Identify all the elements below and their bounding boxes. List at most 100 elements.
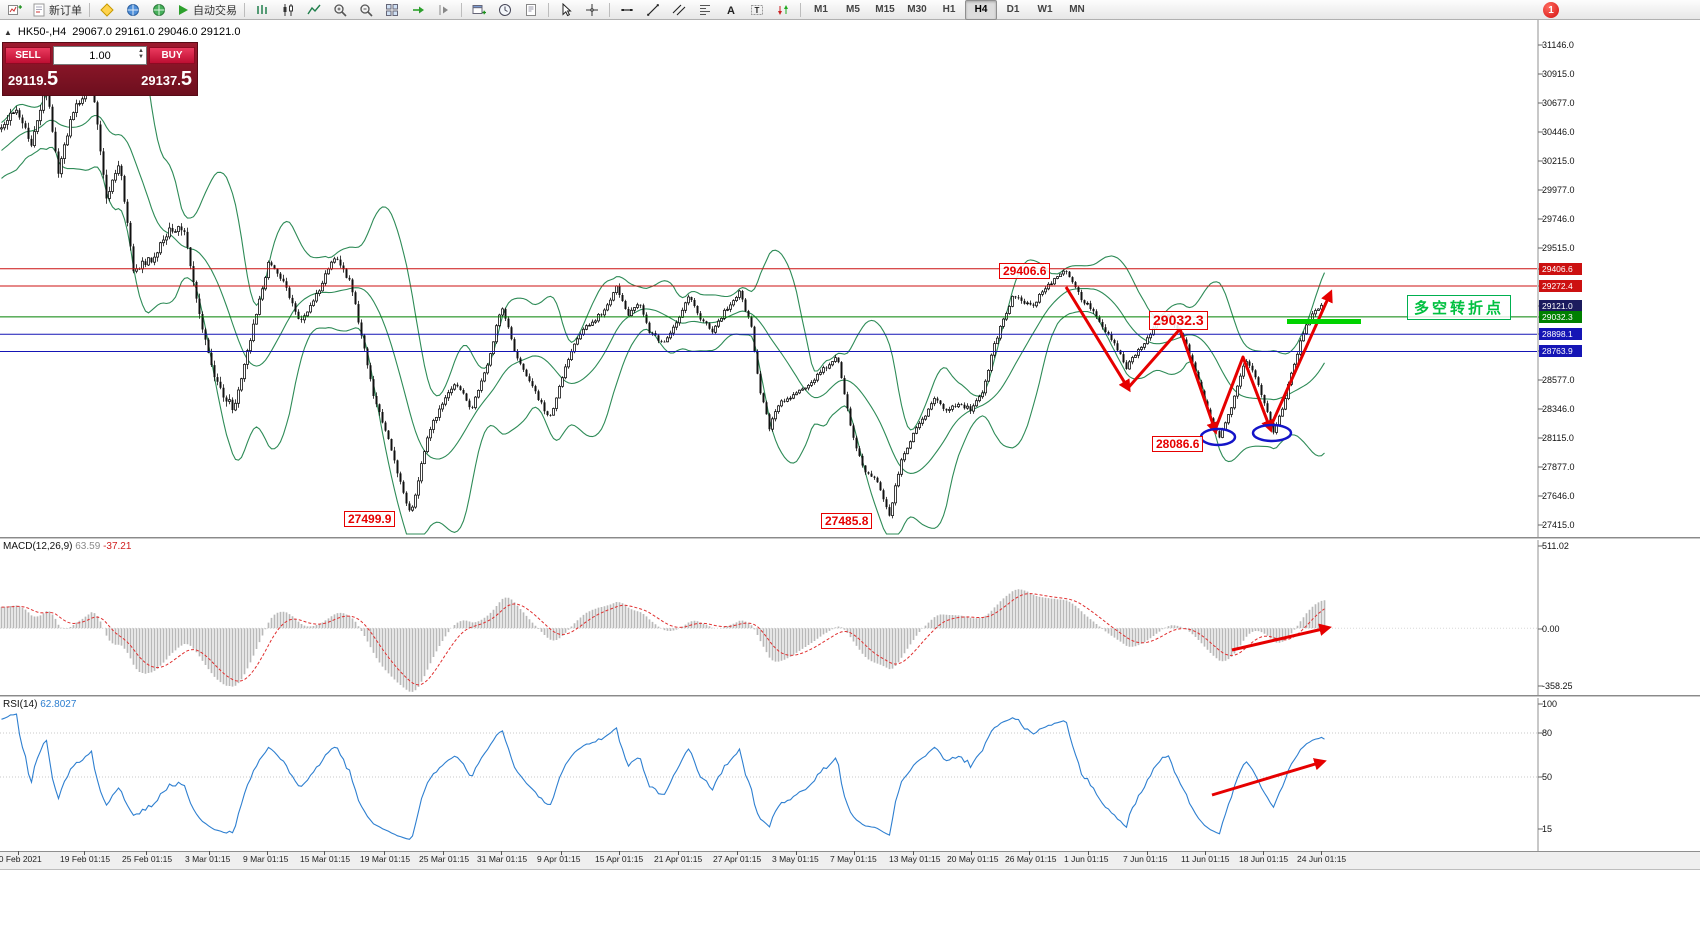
new-chart-button[interactable] bbox=[2, 0, 28, 20]
timeframe-m5-button[interactable]: M5 bbox=[846, 4, 860, 15]
buy-button[interactable]: BUY bbox=[149, 47, 195, 64]
price-axis-label: 30446.0 bbox=[1542, 127, 1575, 137]
bollinger-lower-band bbox=[1, 146, 1325, 535]
timeframe-m1-button[interactable]: M1 bbox=[814, 4, 828, 15]
yellow-diamond-icon bbox=[100, 2, 115, 17]
candles-icon bbox=[281, 2, 296, 17]
trend-arrow[interactable] bbox=[1126, 327, 1219, 435]
crosshair-button[interactable] bbox=[579, 0, 605, 20]
time-axis-label: 18 Jun 01:15 bbox=[1239, 854, 1289, 864]
equidistant-channel-button[interactable] bbox=[666, 0, 692, 20]
periods-button[interactable] bbox=[492, 0, 518, 20]
horizontal-line-button[interactable] bbox=[614, 0, 640, 20]
timeframe-h4-button[interactable]: H4 bbox=[965, 0, 997, 20]
rsi-axis-label: 80 bbox=[1542, 728, 1553, 738]
auto-scroll-button[interactable] bbox=[405, 0, 431, 20]
time-axis-tick bbox=[1029, 851, 1030, 855]
time-axis-label: 25 Feb 01:15 bbox=[122, 854, 173, 864]
rsi-trend-arrow[interactable] bbox=[1211, 758, 1327, 797]
price-axis-label: 27877.0 bbox=[1542, 462, 1575, 472]
price-axis-label: 30677.0 bbox=[1542, 98, 1575, 108]
turning-point-label[interactable]: 多空转折点 bbox=[1407, 295, 1512, 320]
navigator-button[interactable] bbox=[146, 0, 172, 20]
zoom-out-button[interactable] bbox=[353, 0, 379, 20]
price-callout-label[interactable]: 28086.6 bbox=[1152, 436, 1204, 453]
price-axis-label: 29515.0 bbox=[1542, 243, 1575, 253]
cursor-button[interactable] bbox=[553, 0, 579, 20]
line-chart-button[interactable] bbox=[301, 0, 327, 20]
rsi-axis-label: 100 bbox=[1542, 699, 1558, 709]
panel-splitter[interactable] bbox=[0, 537, 1700, 539]
chart-shift-icon bbox=[437, 2, 452, 17]
market-watch-button[interactable] bbox=[94, 0, 120, 20]
macd-panel[interactable] bbox=[0, 540, 1700, 695]
candlestick-chart-button[interactable] bbox=[275, 0, 301, 20]
chart-ohlc-title: ▲ HK50-,H4 29067.0 29161.0 29046.0 29121… bbox=[4, 26, 240, 38]
svg-text:T: T bbox=[755, 6, 760, 15]
arrows-tool-button[interactable] bbox=[770, 0, 796, 20]
timeframe-mn-button[interactable]: MN bbox=[1069, 4, 1085, 15]
time-axis-tick bbox=[678, 851, 679, 855]
timeframe-m15-button[interactable]: M15 bbox=[875, 4, 895, 15]
toolbar: 新订单 自动交易 A T M1 M5 M15 M30 H1 H4 D1 W1 MN bbox=[0, 0, 1700, 20]
price-callout-label[interactable]: 29406.6 bbox=[999, 263, 1051, 280]
fibo-icon bbox=[698, 2, 713, 17]
double-bottom-ellipse[interactable] bbox=[1251, 423, 1293, 443]
timeframe-d1-button[interactable]: D1 bbox=[1006, 4, 1020, 15]
volume-value: 1.00 bbox=[89, 49, 111, 62]
price-callout-label[interactable]: 27499.9 bbox=[344, 511, 396, 528]
clock-icon bbox=[498, 2, 513, 17]
volume-spinner-icon[interactable]: ▲ ▼ bbox=[138, 48, 144, 60]
window-plus-icon bbox=[472, 2, 487, 17]
timeframe-h1-button[interactable]: H1 bbox=[942, 4, 956, 15]
chart-shift-button[interactable] bbox=[431, 0, 457, 20]
timeframe-m30-button[interactable]: M30 bbox=[907, 4, 927, 15]
notifications-badge[interactable]: 1 bbox=[1543, 2, 1559, 18]
time-axis-label: 7 Jun 01:15 bbox=[1123, 854, 1168, 864]
sell-button[interactable]: SELL bbox=[5, 47, 51, 64]
price-callout-label[interactable]: 29032.3 bbox=[1149, 311, 1208, 330]
label-tool-button[interactable]: T bbox=[744, 0, 770, 20]
cursor-icon bbox=[559, 2, 574, 17]
macd-trend-arrow[interactable] bbox=[1231, 623, 1332, 652]
new-window-button[interactable] bbox=[466, 0, 492, 20]
trend-arrow[interactable] bbox=[1268, 289, 1333, 429]
new-order-button[interactable]: 新订单 bbox=[28, 0, 85, 20]
chart-symbol-period: HK50-,H4 bbox=[17, 26, 67, 38]
time-axis-tick bbox=[796, 851, 797, 855]
rsi-panel[interactable] bbox=[0, 698, 1700, 851]
bar-chart-button[interactable] bbox=[249, 0, 275, 20]
data-window-button[interactable] bbox=[120, 0, 146, 20]
price-callout-label[interactable]: 27485.8 bbox=[821, 513, 873, 530]
support-zone-marker[interactable] bbox=[1287, 319, 1361, 324]
time-axis[interactable] bbox=[0, 851, 1700, 870]
blue-globe-icon bbox=[126, 2, 141, 17]
timeframe-w1-button[interactable]: W1 bbox=[1037, 4, 1053, 15]
time-axis-tick bbox=[619, 851, 620, 855]
time-axis-label: 11 Jun 01:15 bbox=[1181, 854, 1230, 864]
toolbar-separator bbox=[548, 2, 549, 17]
trendline-button[interactable] bbox=[640, 0, 666, 20]
time-axis-label: 9 Mar 01:15 bbox=[243, 854, 289, 864]
templates-button[interactable] bbox=[518, 0, 544, 20]
price-axis-label: 28577.0 bbox=[1542, 375, 1575, 385]
trend-arrow[interactable] bbox=[1213, 355, 1274, 433]
tile-windows-button[interactable] bbox=[379, 0, 405, 20]
fibonacci-button[interactable] bbox=[692, 0, 718, 20]
time-axis-tick bbox=[324, 851, 325, 855]
svg-text:A: A bbox=[727, 5, 735, 17]
panel-splitter[interactable] bbox=[0, 695, 1700, 697]
time-axis-tick bbox=[1263, 851, 1264, 855]
volume-input[interactable]: 1.00 ▲ ▼ bbox=[53, 46, 147, 65]
green-globe-icon bbox=[152, 2, 167, 17]
text-tool-button[interactable]: A bbox=[718, 0, 744, 20]
price-chart[interactable] bbox=[0, 20, 1700, 537]
time-axis-label: 3 Mar 01:15 bbox=[185, 854, 231, 864]
autotrading-button[interactable]: 自动交易 bbox=[172, 0, 240, 20]
trend-arrow[interactable] bbox=[1064, 286, 1131, 393]
time-axis-tick bbox=[501, 851, 502, 855]
price-axis-badge: 28763.9 bbox=[1539, 345, 1582, 357]
rsi-axis-label: 15 bbox=[1542, 824, 1553, 834]
time-axis-label: 27 Apr 01:15 bbox=[713, 854, 762, 864]
zoom-in-button[interactable] bbox=[327, 0, 353, 20]
